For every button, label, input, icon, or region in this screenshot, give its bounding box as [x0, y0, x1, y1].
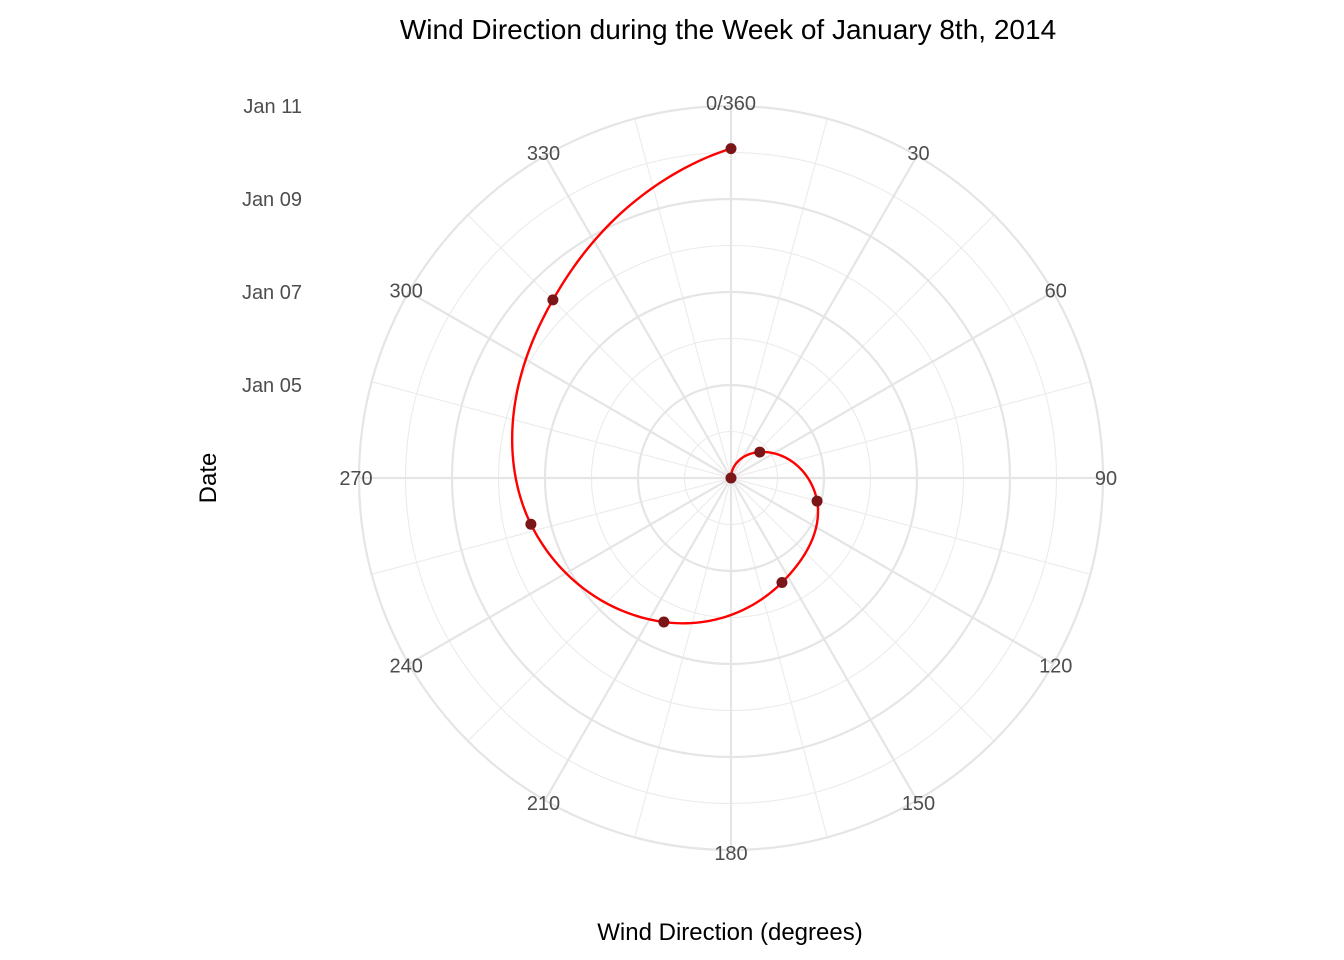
- major-grid-spoke: [408, 477, 732, 665]
- data-point: [725, 143, 737, 155]
- angle-tick-label: 60: [1045, 281, 1067, 303]
- data-point: [811, 495, 823, 507]
- angle-tick-label: 300: [390, 281, 423, 303]
- data-point: [547, 294, 559, 306]
- radial-tick-labels: Jan 05 Jan 07 Jan 09 Jan 11: [242, 96, 302, 397]
- data-point: [658, 616, 670, 628]
- radial-tick-label: Jan 07: [242, 282, 302, 304]
- major-grid-spoke: [544, 477, 732, 801]
- radial-tick-label: Jan 11: [243, 96, 302, 118]
- series-line: [510, 147, 820, 625]
- major-gridlines: [357, 104, 1105, 852]
- major-grid-spoke: [730, 477, 918, 801]
- major-grid-spoke: [544, 155, 732, 479]
- major-grid-spoke: [730, 291, 1054, 479]
- angle-tick-label: 30: [907, 143, 929, 165]
- y-axis-title: Date: [195, 453, 222, 504]
- chart-title: Wind Direction during the Week of Januar…: [400, 14, 1056, 45]
- angle-tick-label: 330: [527, 143, 560, 165]
- data-point: [776, 576, 788, 588]
- angle-tick-label: 180: [714, 843, 747, 865]
- x-axis-title: Wind Direction (degrees): [597, 919, 862, 946]
- angle-tick-label: 210: [527, 793, 560, 815]
- major-grid-spoke: [730, 155, 918, 479]
- data-point: [525, 518, 537, 530]
- major-grid-spoke: [730, 477, 1054, 665]
- angle-tick-label: 0/360: [706, 93, 756, 115]
- data-point: [754, 446, 766, 458]
- radial-tick-label: Jan 09: [242, 189, 302, 211]
- angle-tick-label: 120: [1039, 656, 1072, 678]
- data-point: [725, 472, 737, 484]
- angle-tick-label: 240: [390, 656, 423, 678]
- angle-tick-label: 150: [902, 793, 935, 815]
- major-grid-spoke: [408, 291, 732, 479]
- angle-tick-label: 90: [1095, 468, 1117, 490]
- angle-tick-label: 270: [339, 468, 372, 490]
- radial-tick-label: Jan 05: [242, 375, 302, 397]
- series-layer: [510, 143, 823, 628]
- angle-tick-labels: 0/360 30 60 90 120 150 180 210 240 270 300 330: [339, 93, 1117, 865]
